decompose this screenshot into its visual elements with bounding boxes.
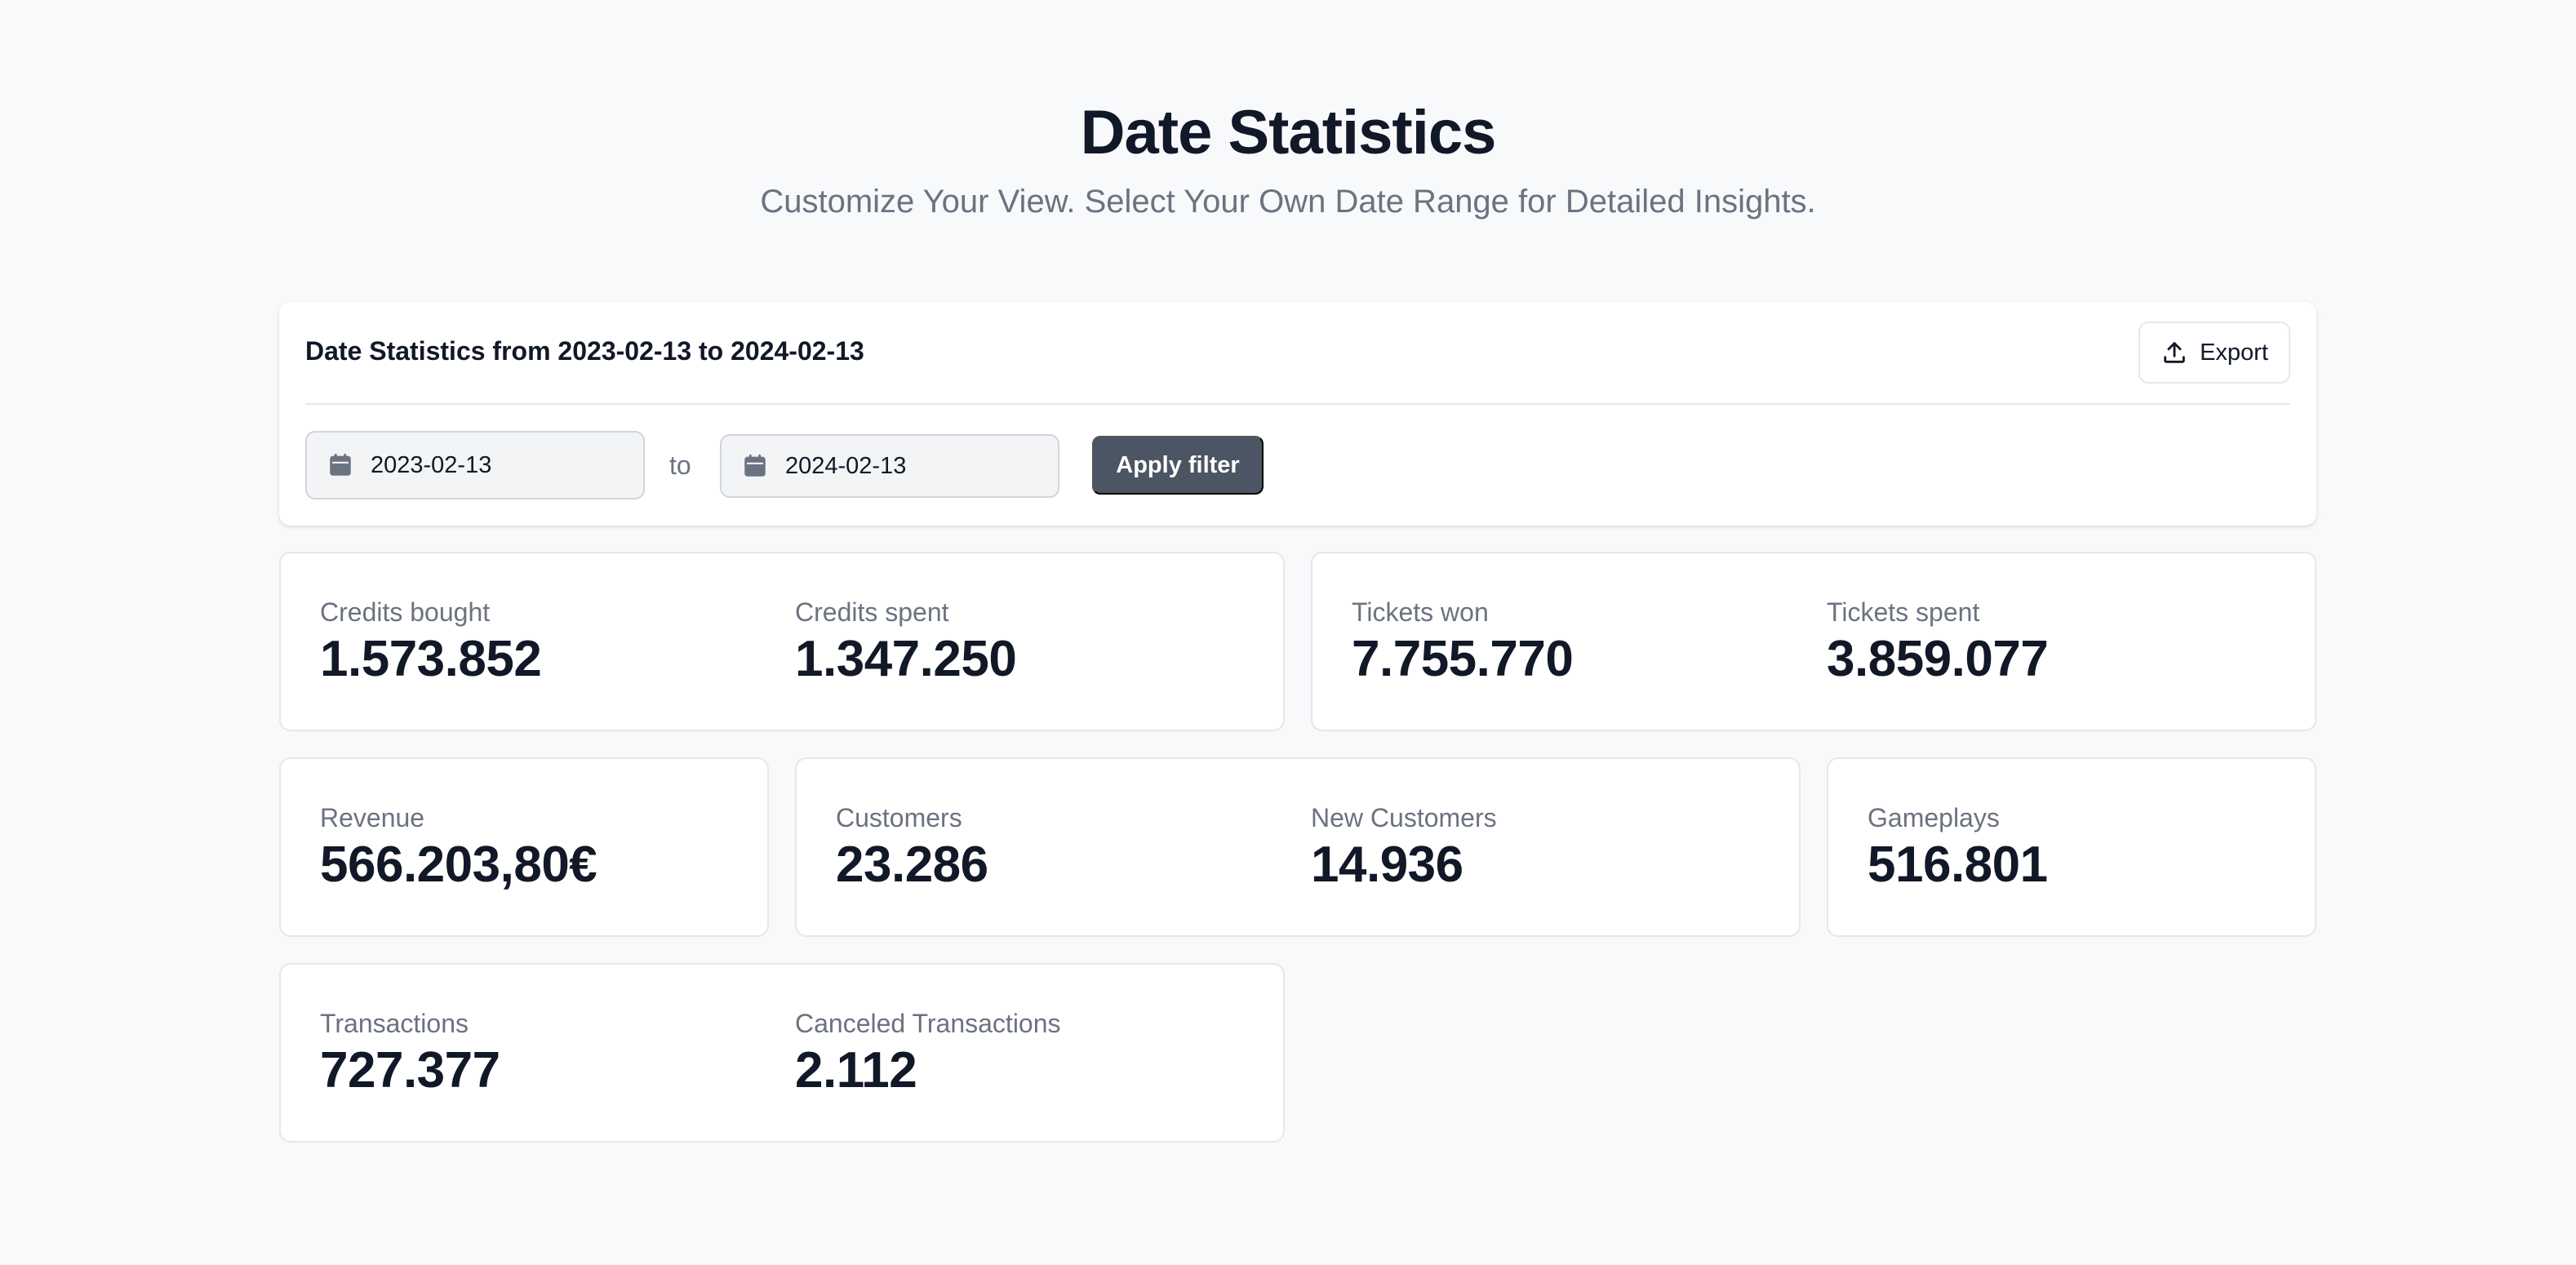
tickets-spent-stat: Tickets spent 3.859.077 (1827, 596, 2049, 690)
credits-spent-stat: Credits spent 1.347.250 (795, 596, 1017, 690)
stat-value: 3.859.077 (1827, 631, 2049, 687)
stat-value: 2.112 (795, 1042, 917, 1099)
new-customers-stat: New Customers 14.936 (1311, 801, 1497, 896)
end-date-input[interactable]: 2024-02-13 (720, 434, 1059, 498)
stat-value: 727.377 (320, 1042, 500, 1099)
stat-value: 1.347.250 (795, 631, 1017, 687)
revenue-card: Revenue 566.203,80€ (279, 757, 769, 937)
page-title: Date Statistics (1080, 98, 1497, 167)
stat-label: New Customers (1311, 803, 1497, 832)
upload-icon (2164, 342, 2185, 363)
date-range-separator: to (669, 451, 691, 480)
stat-label: Revenue (320, 803, 425, 832)
revenue-stat: Revenue 566.203,80€ (320, 801, 597, 896)
stat-value: 566.203,80€ (320, 837, 597, 893)
credits-bought-stat: Credits bought 1.573.852 (320, 596, 542, 690)
stat-label: Credits bought (320, 597, 491, 627)
customers-card: Customers 23.286 New Customers 14.936 (795, 757, 1801, 937)
stat-label: Transactions (320, 1009, 469, 1038)
gameplays-stat: Gameplays 516.801 (1868, 801, 2048, 896)
start-date-input[interactable]: 2023-02-13 (305, 431, 645, 499)
stat-value: 23.286 (836, 837, 988, 893)
customers-stat: Customers 23.286 (836, 801, 988, 896)
canceled-transactions-stat: Canceled Transactions 2.112 (795, 1007, 1061, 1102)
date-filter-card: Date Statistics from 2023-02-13 to 2024-… (279, 302, 2316, 526)
credits-card: Credits bought 1.573.852 Credits spent 1… (279, 552, 1285, 731)
transactions-card: Transactions 727.377 Canceled Transactio… (279, 963, 1285, 1143)
stat-value: 516.801 (1868, 837, 2048, 893)
stat-label: Tickets won (1352, 597, 1489, 627)
stat-label: Canceled Transactions (795, 1009, 1061, 1038)
end-date-value: 2024-02-13 (785, 452, 907, 479)
stat-label: Tickets spent (1827, 597, 1980, 627)
start-date-value: 2023-02-13 (371, 451, 492, 478)
filter-divider (305, 403, 2290, 405)
stat-value: 7.755.770 (1352, 631, 1574, 687)
stat-label: Gameplays (1868, 803, 2000, 832)
export-button-label: Export (2200, 339, 2268, 366)
tickets-won-stat: Tickets won 7.755.770 (1352, 596, 1574, 690)
calendar-icon (330, 453, 351, 476)
transactions-stat: Transactions 727.377 (320, 1007, 500, 1102)
stat-value: 1.573.852 (320, 631, 542, 687)
page-subtitle: Customize Your View. Select Your Own Dat… (760, 184, 1816, 220)
stat-label: Customers (836, 803, 962, 832)
export-button[interactable]: Export (2139, 322, 2290, 384)
tickets-card: Tickets won 7.755.770 Tickets spent 3.85… (1311, 552, 2316, 731)
calendar-icon (744, 454, 766, 477)
apply-filter-button[interactable]: Apply filter (1092, 436, 1264, 495)
gameplays-card: Gameplays 516.801 (1827, 757, 2316, 937)
stat-value: 14.936 (1311, 837, 1463, 893)
date-range-title: Date Statistics from 2023-02-13 to 2024-… (305, 336, 864, 366)
stat-label: Credits spent (795, 597, 949, 627)
